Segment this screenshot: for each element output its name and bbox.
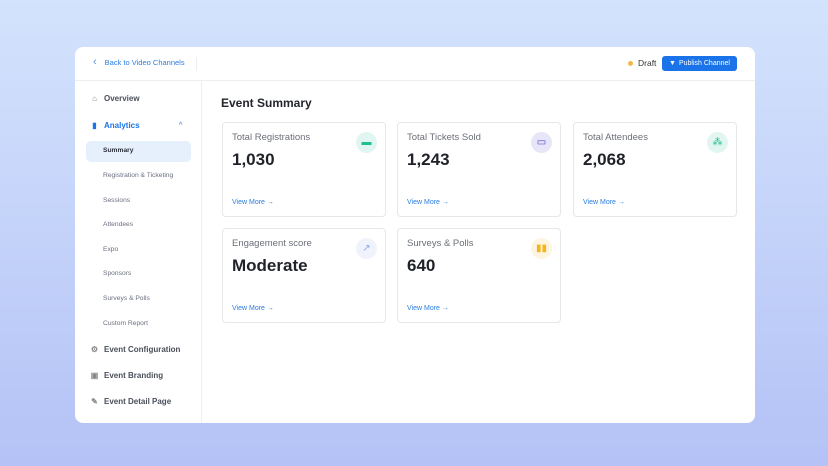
label: Overview (104, 94, 140, 103)
label: Event Detail Page (104, 397, 172, 406)
sidebar-sub-registration[interactable]: Registration & Ticketing (103, 172, 174, 179)
card-label: Total Attendees (583, 132, 648, 143)
home-icon: ⌂ (92, 94, 97, 103)
filter-icon: ▼ (669, 60, 676, 67)
card-value: 1,243 (407, 150, 450, 169)
card-label: Engagement score (232, 238, 312, 249)
label: Event Branding (104, 371, 164, 380)
header: ‹ Back to Video Channels Draft ▼ Publish C… (75, 47, 755, 81)
view-more-link[interactable]: View More → (407, 199, 449, 206)
view-more-link[interactable]: View More → (232, 305, 274, 312)
bar-chart-icon: ▮ (92, 121, 97, 130)
sidebar-item-event-configuration[interactable]: ⚙ Event Configuration (90, 345, 181, 354)
sidebar-item-analytics[interactable]: ▮ Analytics (90, 121, 140, 130)
card-label: Surveys & Polls (407, 238, 474, 249)
stat-card: Total Tickets Sold 1,243 View More → ▭ (397, 122, 561, 217)
back-label: Back to Video Channels (104, 58, 185, 67)
sidebar-item-event-detail-page[interactable]: ✎ Event Detail Page (90, 397, 171, 406)
card-value: 1,030 (232, 150, 275, 169)
sidebar-item-event-branding[interactable]: ▣ Event Branding (90, 371, 163, 380)
sidebar-sub-expo[interactable]: Expo (103, 246, 119, 253)
sidebar-sub-surveys[interactable]: Surveys & Polls (103, 295, 150, 302)
sidebar-sub-sessions[interactable]: Sessions (103, 197, 131, 204)
stat-card: Total Registrations 1,030 View More → ▬ (222, 122, 386, 217)
sidebar-sub-attendees[interactable]: Attendees (103, 221, 134, 228)
sidebar-sub-summary[interactable]: Summary (103, 147, 134, 154)
stat-card: Surveys & Polls 640 View More → ▮▮ (397, 228, 561, 323)
selected-highlight (86, 141, 191, 162)
card-value: Moderate (232, 256, 308, 275)
app-window: ‹ Back to Video Channels Draft ▼ Publish C… (75, 47, 755, 423)
image-icon: ▣ (90, 371, 99, 380)
stat-card: Total Attendees 2,068 View More → ⁂ (573, 122, 737, 217)
calendar-icon: ▬ (356, 132, 377, 153)
card-value: 640 (407, 256, 436, 275)
view-more-link[interactable]: View More → (407, 305, 449, 312)
sidebar-sub-custom-report[interactable]: Custom Report (103, 320, 148, 327)
publish-channel-button[interactable]: ▼ Publish Channel (662, 56, 737, 71)
stat-card: Engagement score Moderate View More → ↗ (222, 228, 386, 323)
sidebar-item-overview[interactable]: ⌂ Overview (90, 94, 140, 103)
chevron-up-icon[interactable]: ^ (179, 122, 183, 129)
view-more-link[interactable]: View More → (583, 199, 625, 206)
card-label: Total Tickets Sold (407, 132, 481, 143)
card-value: 2,068 (583, 150, 626, 169)
status-dot (628, 60, 633, 66)
trend-chart-icon: ↗ (356, 238, 377, 259)
status-text: Draft (638, 58, 657, 68)
page-title: Event Summary (221, 96, 312, 110)
pencil-icon: ✎ (91, 397, 98, 406)
publish-label: Publish Channel (678, 60, 730, 67)
back-button[interactable]: ‹ Back to Video Channels (93, 57, 185, 68)
sidebar: ⌂ Overview ▮ Analytics ^ Summary Registrat… (75, 81, 202, 423)
bar-chart-icon: ▮▮ (531, 238, 552, 259)
status-badge: Draft (628, 58, 656, 68)
view-more-link[interactable]: View More → (232, 199, 274, 206)
gear-icon: ⚙ (90, 345, 99, 354)
sidebar-sub-sponsors[interactable]: Sponsors (103, 270, 132, 277)
chevron-left-icon: ‹ (93, 56, 97, 68)
label: Analytics (104, 121, 140, 130)
card-label: Total Registrations (232, 132, 311, 143)
ticket-icon: ▭ (531, 132, 552, 153)
people-icon: ⁂ (707, 132, 728, 153)
divider (196, 57, 197, 71)
label: Event Configuration (104, 345, 181, 354)
